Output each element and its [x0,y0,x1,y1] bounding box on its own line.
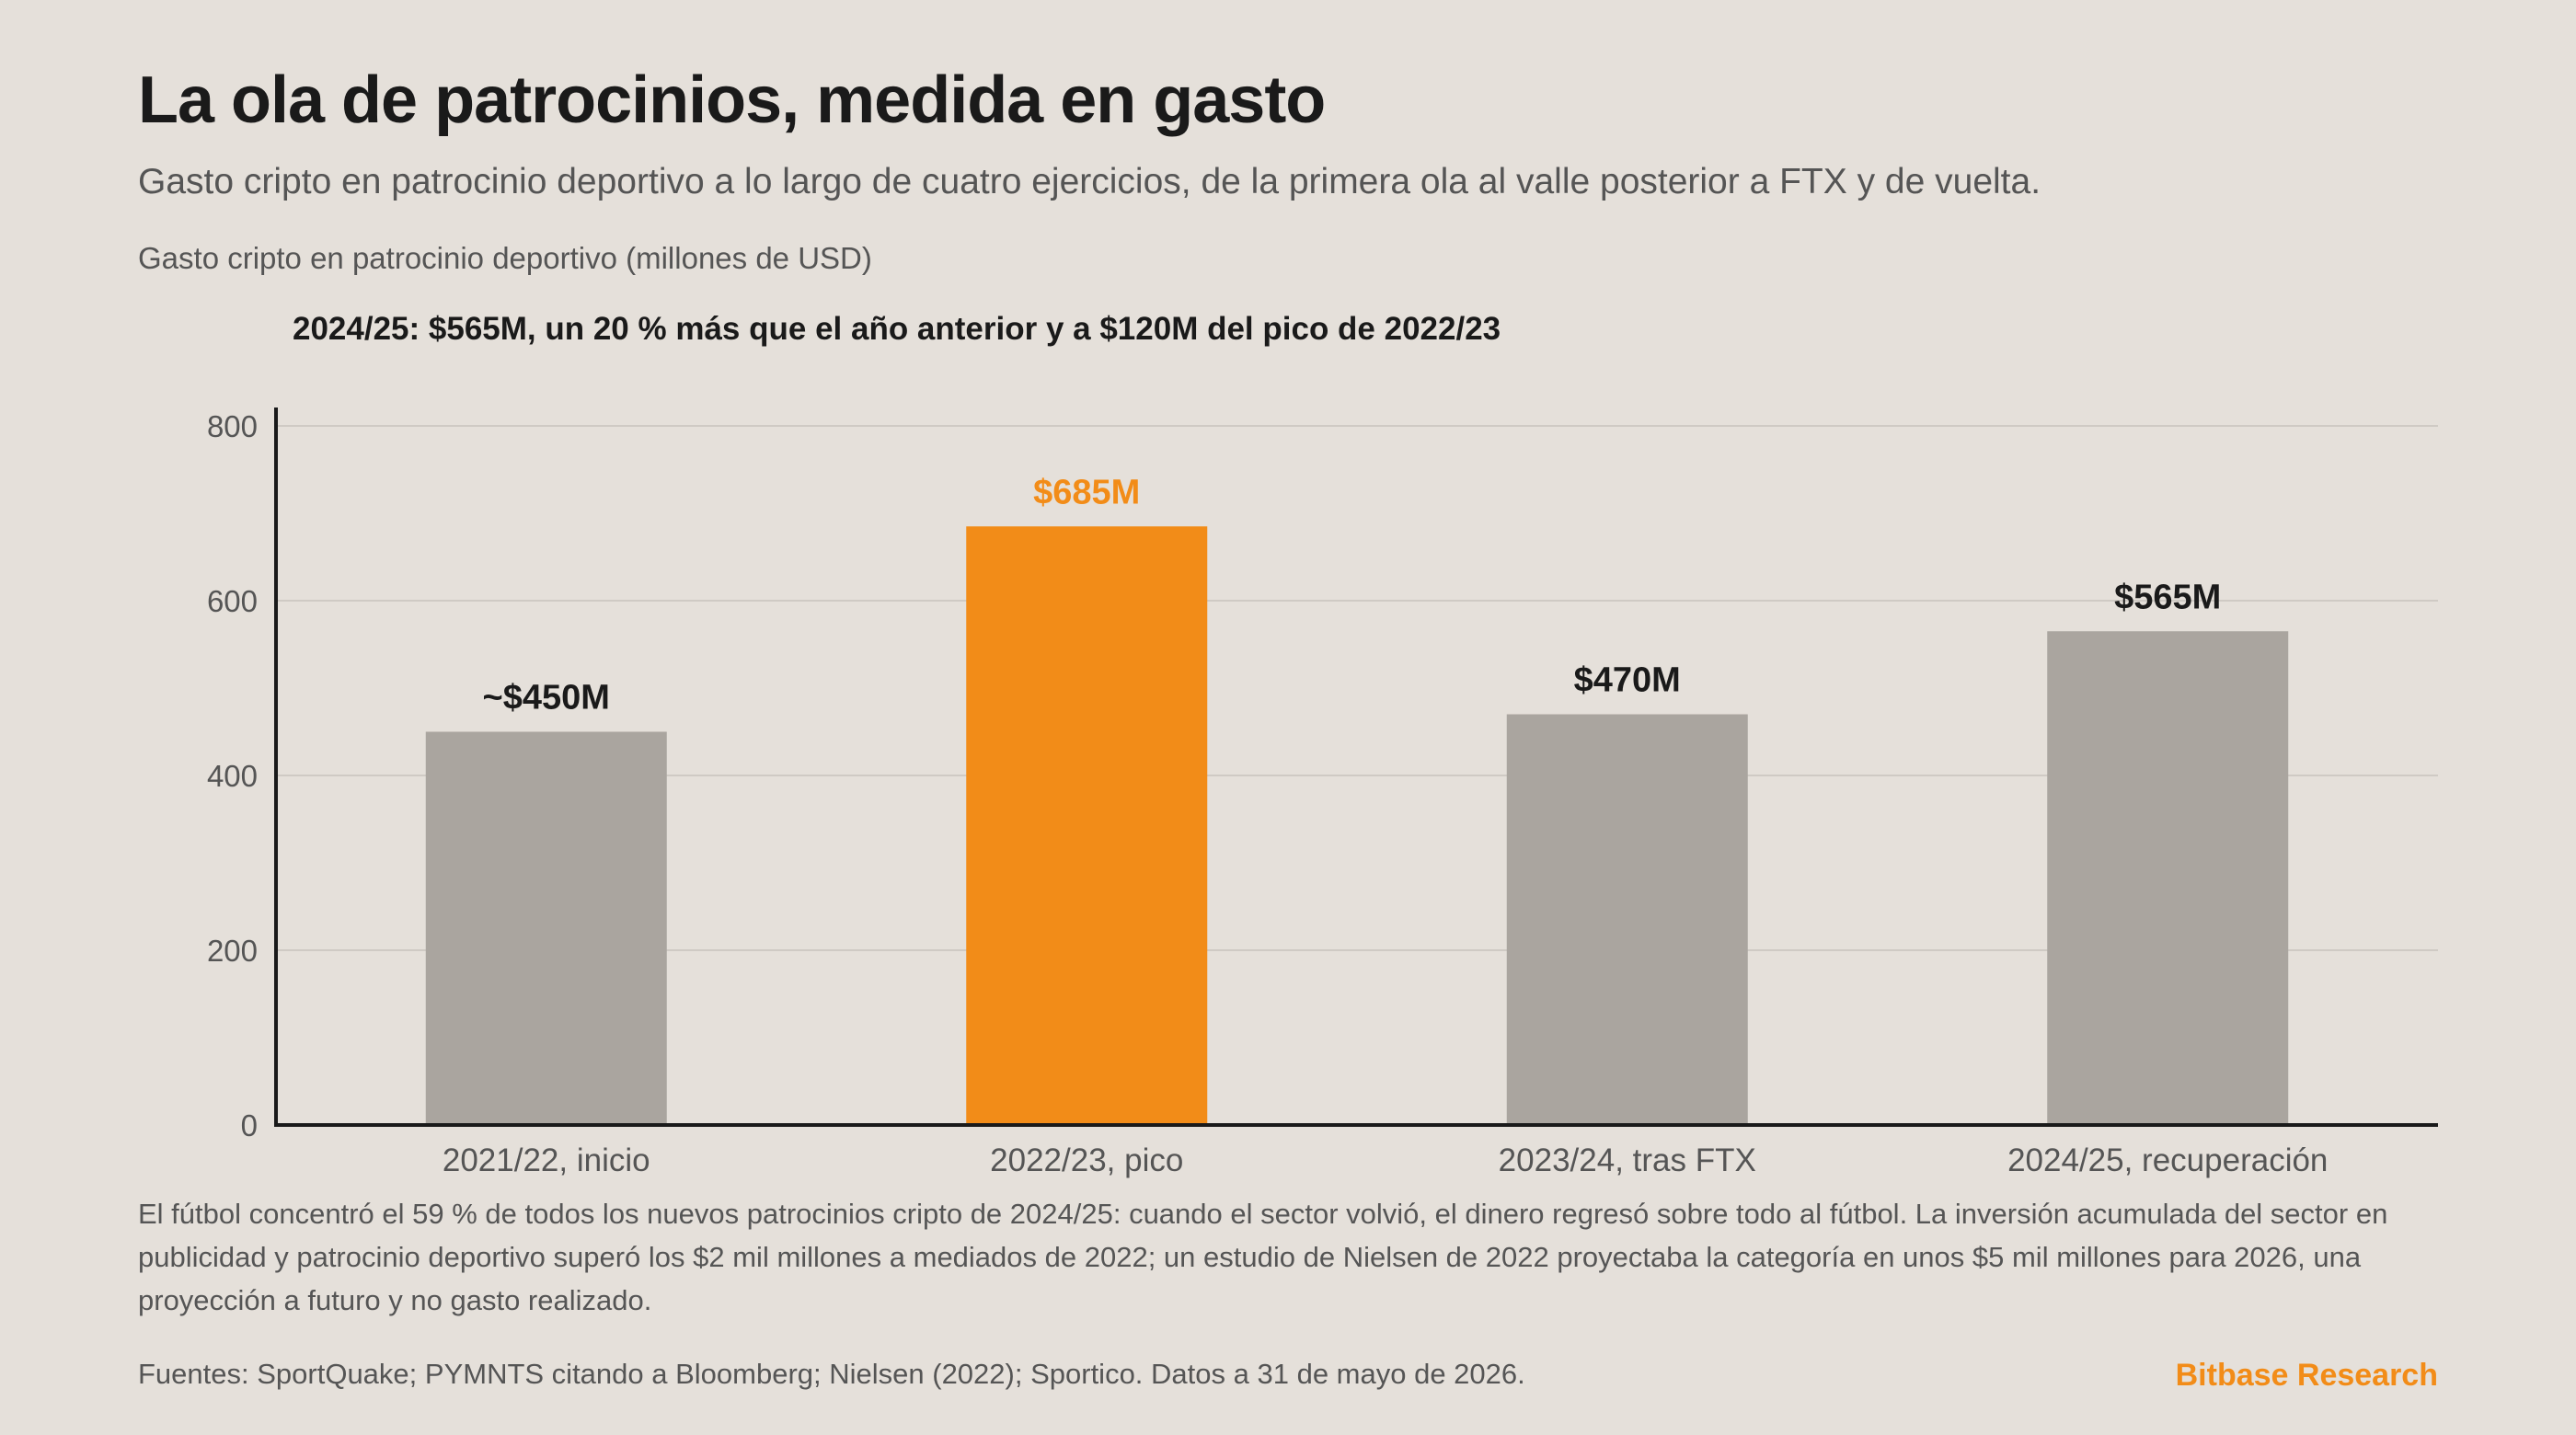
x-tick-label: 2023/24, tras FTX [1499,1142,1756,1178]
chart-annotation: 2024/25: $565M, un 20 % más que el año a… [293,311,1501,347]
data-label: $470M [1574,661,1681,700]
x-tick-label: 2021/22, inicio [443,1142,650,1178]
brand-logo-text: Bitbase Research [2175,1358,2438,1393]
bar [966,526,1208,1125]
data-label: $565M [2114,578,2221,616]
y-tick-label: 0 [241,1108,258,1142]
x-tick-label: 2024/25, recuperación [2007,1142,2328,1178]
y-tick-label: 200 [207,934,258,968]
chart-title: La ola de patrocinios, medida en gasto [138,63,1326,137]
data-label: ~$450M [483,679,610,718]
sources-note: Fuentes: SportQuake; PYMNTS citando a Bl… [138,1358,1525,1390]
footnote: El fútbol concentró el 59 % de todos los… [138,1198,2388,1316]
chart-subtitle: Gasto cripto en patrocinio deportivo a l… [138,162,2041,201]
bar [1506,714,1748,1125]
bar [2047,631,2289,1125]
y-tick-label: 400 [207,759,258,793]
bar [425,731,667,1125]
data-label: $685M [1033,473,1140,511]
y-axis-label: Gasto cripto en patrocinio deportivo (mi… [138,241,872,275]
y-tick-label: 600 [207,584,258,618]
y-tick-label: 800 [207,409,258,443]
x-tick-label: 2022/23, pico [990,1142,1183,1178]
